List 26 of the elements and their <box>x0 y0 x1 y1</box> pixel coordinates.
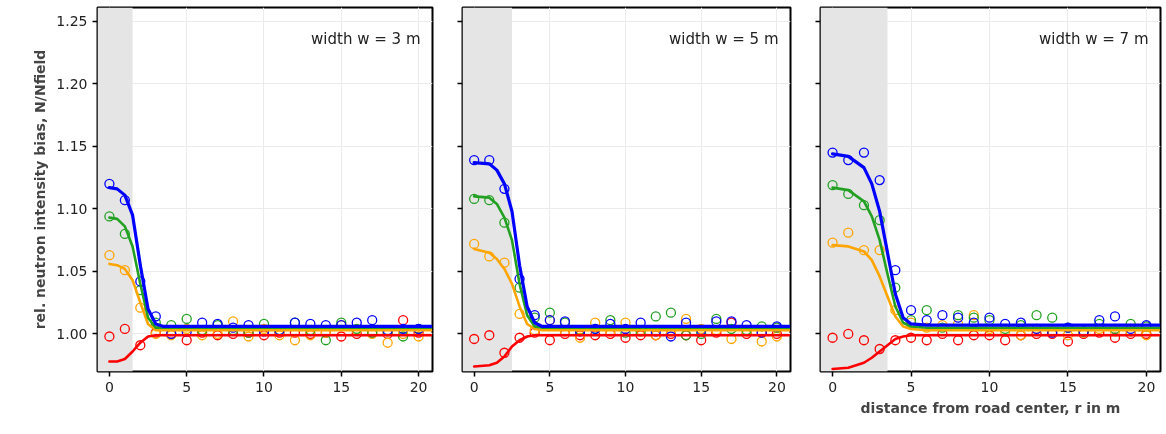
annotation: width w = 5 m <box>669 29 779 48</box>
x-tick-label: 15 <box>1059 378 1077 395</box>
x-tick-label: 20 <box>767 378 786 395</box>
x-tick-label: 5 <box>906 378 916 395</box>
y-tick-label: 1.25 <box>56 13 88 30</box>
y-tick-label: 1.20 <box>56 75 88 92</box>
y-axis-title: rel. neutron intensity bias, N/Nfield <box>32 49 49 330</box>
x-tick-label: 20 <box>1137 378 1156 395</box>
x-tick-label: 0 <box>469 378 479 395</box>
annotation: width w = 3 m <box>311 29 421 48</box>
x-tick-label: 0 <box>828 378 838 395</box>
y-tick-label: 1.15 <box>56 138 88 155</box>
x-tick-label: 10 <box>255 378 273 395</box>
y-tick-label: 1.05 <box>56 263 88 280</box>
x-axis-title: distance from road center, r in m <box>860 399 1121 416</box>
x-tick-label: 20 <box>409 378 428 395</box>
x-tick-label: 5 <box>545 378 555 395</box>
annotation: width w = 7 m <box>1039 29 1149 48</box>
x-tick-label: 5 <box>182 378 192 395</box>
x-tick-label: 0 <box>104 378 114 395</box>
y-tick-label: 1.00 <box>56 325 88 342</box>
x-tick-label: 15 <box>692 378 711 395</box>
x-tick-label: 10 <box>616 378 635 395</box>
x-tick-label: 10 <box>980 378 999 395</box>
x-tick-label: 15 <box>332 378 351 395</box>
y-tick-label: 1.10 <box>56 200 88 217</box>
